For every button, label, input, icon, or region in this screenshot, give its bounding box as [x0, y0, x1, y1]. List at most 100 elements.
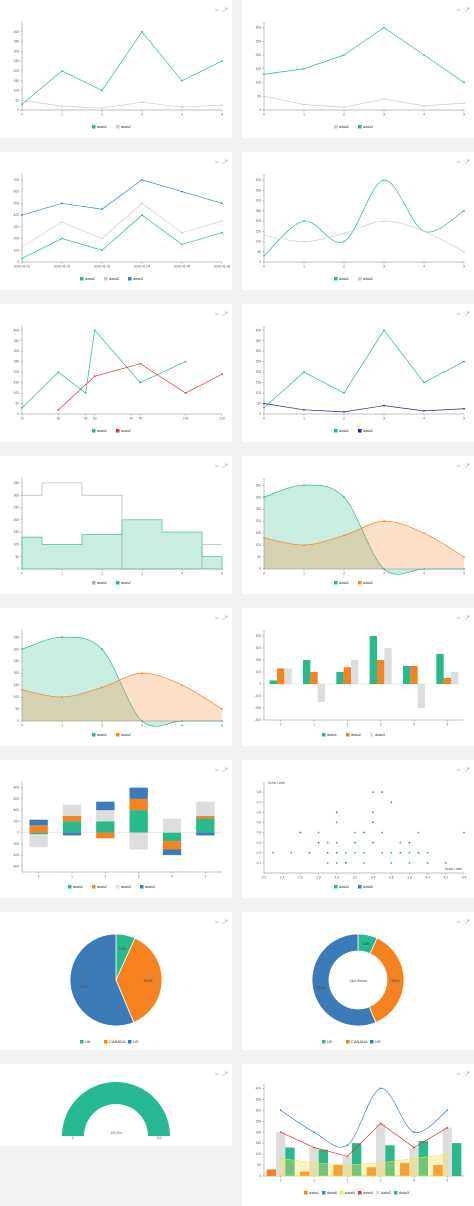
scatter-point: [390, 861, 393, 864]
y-tick-label: 100: [14, 543, 20, 547]
scatter-point: [417, 831, 420, 834]
data-point: [379, 1161, 382, 1164]
data-point: [221, 60, 223, 63]
data-point: [343, 106, 345, 109]
y-tick-label: 250: [256, 360, 262, 364]
y-tick-label: 200: [256, 1130, 262, 1134]
data-point: [313, 1146, 315, 1149]
expand-icon: [222, 1071, 228, 1077]
y-tick-label: 0.4: [257, 831, 262, 835]
x-tick-label: 5: [446, 723, 448, 727]
x-tick-label: 2: [101, 724, 103, 728]
data-point: [21, 99, 23, 102]
scatter-point: [363, 851, 365, 854]
legend-label: UK: [327, 1039, 333, 1044]
series-line: [263, 520, 465, 558]
legend-swatch: [346, 733, 350, 737]
x-tick-label: 3: [138, 875, 140, 879]
series-line: [21, 202, 223, 248]
chart-svg: 0 50 100 150 200 250 300 350 0 1 2 3 4 5 data1 data2: [14, 615, 228, 737]
y-tick-label: -100: [255, 694, 262, 698]
data-point: [313, 1161, 315, 1164]
scatter-point: [363, 831, 365, 834]
x-tick-label: 0: [263, 113, 265, 117]
data-point: [383, 98, 385, 100]
data-point: [423, 54, 425, 56]
series-line: [263, 403, 465, 413]
x-tick-label: 2: [343, 417, 345, 421]
y-tick-label: 400: [256, 328, 262, 332]
scatter-point: [444, 861, 447, 864]
chart-svg: 0 50 100 150 200 250 300 350 400 10 30 45 50 70 75 100 1…: [14, 311, 228, 433]
legend-swatch: [68, 885, 72, 889]
legend-swatch: [340, 1191, 344, 1195]
bar: [436, 654, 444, 684]
data-point: [263, 402, 265, 405]
stacked-bar: [162, 832, 182, 842]
chart-card: 0 50 100 150 200 250 300 350 400 0 1 2 3 4 5 data1 data2: [242, 304, 474, 442]
y-tick-label: 300: [256, 1108, 262, 1112]
x-tick-label: 2.2: [262, 876, 267, 880]
legend-swatch: [334, 277, 338, 281]
series-line: [280, 1088, 448, 1148]
legend-swatch: [140, 885, 144, 889]
y-tick-label: -200: [255, 706, 262, 710]
pie-slice: [311, 933, 377, 1027]
x-tick-label: 1: [303, 265, 305, 269]
y-tick-label: 250: [256, 39, 262, 43]
data-point: [61, 636, 63, 639]
expand-icon: [222, 615, 228, 621]
legend-label: data2: [363, 428, 374, 433]
x-tick-label: 0: [21, 572, 23, 576]
x-tick-label: 2016-01-05: [174, 265, 191, 269]
chart-card: 0 50 100 150 200 250 300 350 400 0 1 2 3 4 5 data1 data2: [0, 0, 232, 138]
y-tick-label: 100: [256, 543, 262, 547]
stacked-bar: [96, 810, 115, 822]
x-tick-label: 1: [61, 724, 63, 728]
x-tick-label: 3: [380, 723, 382, 727]
data-point: [343, 392, 345, 394]
x-tick-label: 2016-01-06: [214, 265, 231, 269]
series-line: [21, 99, 223, 109]
legend-label: data2: [363, 276, 374, 281]
data-point: [184, 360, 187, 363]
legend-label: data2: [121, 732, 132, 737]
bar: [318, 1149, 328, 1176]
bar: [333, 1165, 343, 1176]
slice-label: 6.8%: [119, 947, 126, 951]
bar: [336, 672, 344, 684]
x-tick-label: 0: [263, 417, 265, 421]
legend-swatch: [104, 277, 108, 281]
y-tick-label: 100: [256, 391, 262, 395]
data-point: [383, 26, 385, 29]
x-tick-label: 0: [263, 572, 265, 576]
x-tick-label: 3: [141, 724, 143, 728]
data-point: [279, 1109, 282, 1112]
y-tick-label: 400: [256, 1086, 262, 1090]
x-tick-label: 0: [263, 265, 265, 269]
x-tick-label: 0: [280, 1179, 282, 1183]
data-point: [279, 1131, 282, 1134]
data-point: [383, 179, 385, 182]
scatter-point: [335, 841, 338, 844]
y-tick-label: 0: [17, 831, 19, 835]
legend-swatch: [80, 277, 84, 281]
x-tick-label: 1: [71, 875, 73, 879]
data-point: [379, 1122, 382, 1125]
chart-svg: -600 -400 -200 0 200 400 600 800 0 1 2 3 4 5 data1 data…: [13, 767, 228, 889]
x-tick-label: 4: [423, 113, 425, 117]
y-tick-label: 350: [14, 481, 20, 485]
legend-swatch: [358, 581, 362, 585]
chart-svg: 0 50 100 150 200 250 300 350 0 1 2 3 4 5 data1 data2: [256, 463, 470, 585]
legend-label: data1: [97, 124, 108, 129]
bar: [266, 1169, 276, 1176]
y-tick-label: 250: [256, 1119, 262, 1123]
legend-swatch: [334, 885, 338, 889]
y-tick-label: 50: [15, 555, 19, 559]
y-tick-label: 50: [257, 94, 261, 98]
data-point: [263, 496, 265, 499]
x-tick-label: 4.4: [462, 876, 467, 880]
scatter-point: [344, 851, 347, 854]
x-tick-label: 3: [383, 572, 385, 576]
y-tick-label: 0: [259, 260, 261, 264]
